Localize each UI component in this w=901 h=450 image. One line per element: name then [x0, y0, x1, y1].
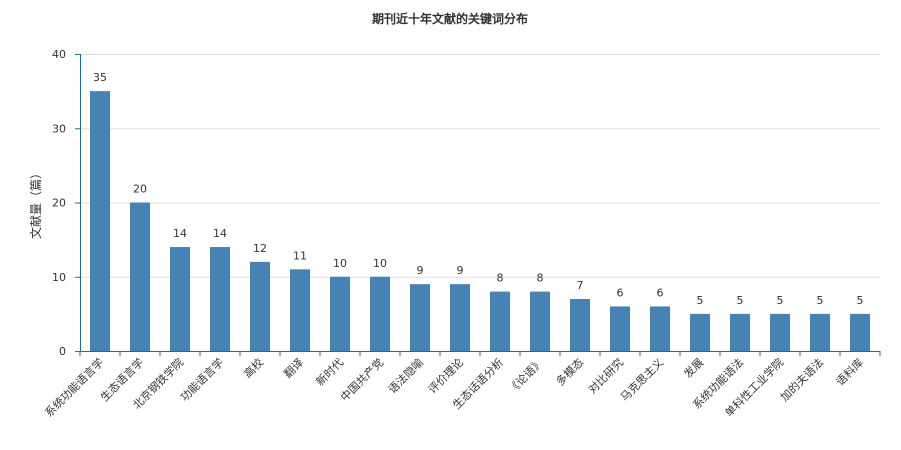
x-tick-label: 《论语》: [505, 355, 546, 396]
bar-value-label: 8: [537, 272, 544, 285]
bar-value-label: 9: [457, 264, 464, 277]
bar: [850, 313, 870, 351]
bar-value-label: 10: [373, 257, 387, 270]
bar: [490, 291, 510, 351]
bar: [370, 276, 390, 351]
bar: [450, 284, 470, 351]
x-tick-label: 功能语言学: [177, 355, 226, 404]
x-tick-label: 对比研究: [585, 355, 626, 396]
bar-value-label: 6: [657, 286, 664, 299]
bar-value-label: 11: [293, 249, 307, 262]
bar-value-label: 14: [173, 227, 187, 240]
y-axis-label: 文献量（篇）: [28, 167, 43, 239]
bar-value-label: 35: [93, 71, 107, 84]
bar: [730, 313, 750, 351]
data-labels: 35系统功能语言学20生态语言学14北京钢铁学院14功能语言学12高校11翻译1…: [42, 71, 866, 419]
y-tick-label: 0: [59, 345, 66, 358]
bar: [810, 313, 830, 351]
bar: [650, 306, 670, 351]
bar-value-label: 7: [577, 279, 584, 292]
x-tick-label: 发展: [681, 355, 706, 380]
chart-title: 期刊近十年文献的关键词分布: [372, 11, 528, 26]
bar-value-label: 5: [777, 294, 784, 307]
x-tick-label: 评价理论: [425, 355, 466, 396]
x-tick-label: 语法隐喻: [385, 355, 426, 396]
bar: [250, 261, 270, 351]
bar-value-label: 10: [333, 257, 347, 270]
x-tick-label: 高校: [241, 355, 266, 380]
gridlines: [80, 54, 880, 278]
bar-value-label: 5: [857, 294, 864, 307]
y-tick-label: 40: [52, 48, 66, 61]
bar-value-label: 5: [697, 294, 704, 307]
y-tick-label: 10: [52, 271, 66, 284]
bar-value-label: 9: [417, 264, 424, 277]
bar: [210, 247, 230, 351]
bar-value-label: 8: [497, 272, 504, 285]
x-tick-label: 语料库: [833, 355, 866, 388]
x-tick-label: 新时代: [313, 355, 346, 388]
bar: [690, 313, 710, 351]
x-tick-label: 中国共产党: [337, 355, 386, 404]
bars: [90, 91, 870, 351]
x-tick-label: 多模态: [553, 355, 586, 388]
bar-value-label: 14: [213, 227, 227, 240]
bar: [570, 299, 590, 351]
bar: [170, 247, 190, 351]
x-tick-label: 加的夫语法: [777, 355, 826, 404]
y-tick-label: 30: [52, 122, 66, 135]
bar-value-label: 5: [737, 294, 744, 307]
x-tick-label: 翻译: [281, 355, 306, 380]
x-tick-label: 马克思主义: [618, 356, 666, 404]
bar: [330, 276, 350, 351]
bar-value-label: 5: [817, 294, 824, 307]
bar: [90, 91, 110, 351]
x-tick-label: 系统功能语言学: [42, 355, 106, 419]
bar: [770, 313, 790, 351]
bar: [130, 202, 150, 351]
bar: [410, 284, 430, 351]
bar: [530, 291, 550, 351]
bar-value-label: 12: [253, 242, 267, 255]
y-tick-label: 20: [52, 197, 66, 210]
bar-value-label: 6: [617, 286, 624, 299]
bar: [290, 269, 310, 351]
bar: [610, 306, 630, 351]
axes: 0 10 20 30 40: [52, 48, 881, 358]
bar-value-label: 20: [133, 183, 147, 196]
